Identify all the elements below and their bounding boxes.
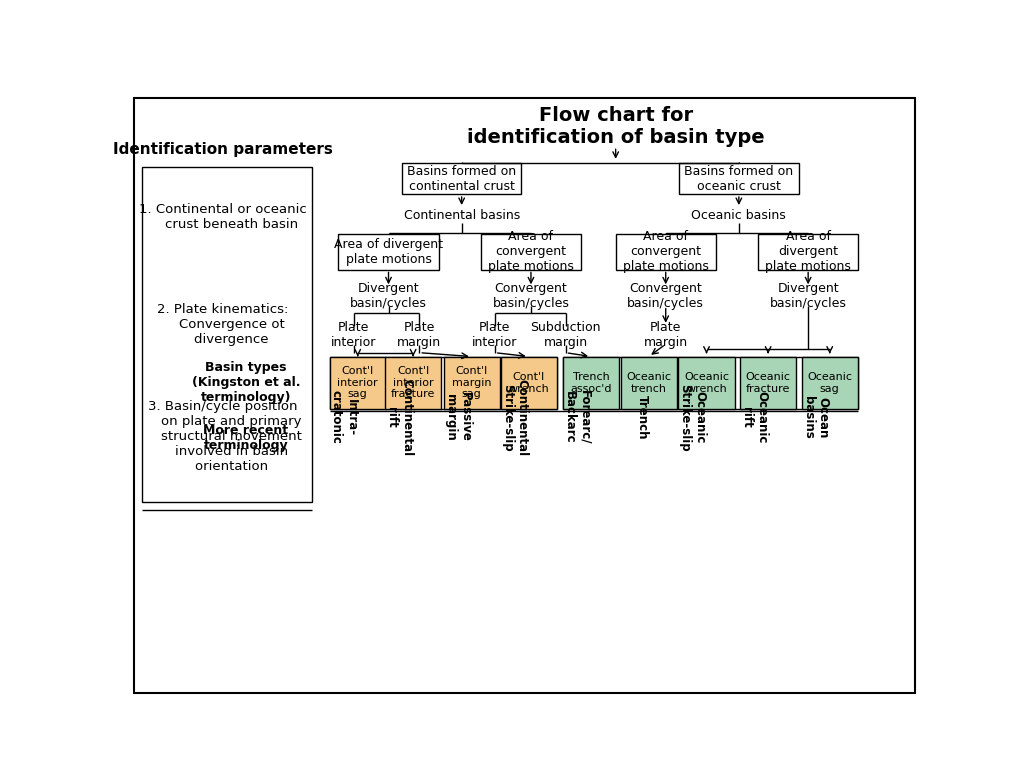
Text: Trench
assoc'd: Trench assoc'd: [570, 372, 611, 394]
Text: Oceanic
wrench: Oceanic wrench: [684, 372, 729, 394]
Bar: [615, 234, 716, 269]
Text: Area of
convergent
plate motions: Area of convergent plate motions: [488, 230, 573, 273]
Text: Ocean
basins: Ocean basins: [802, 396, 829, 438]
Text: Oceanic
trench: Oceanic trench: [627, 372, 672, 394]
Bar: [563, 356, 858, 409]
Text: Divergent
basin/cycles: Divergent basin/cycles: [770, 283, 847, 311]
Text: Oceanic
rift: Oceanic rift: [740, 392, 768, 443]
Bar: [481, 234, 581, 269]
Bar: [385, 356, 441, 409]
Text: Oceanic
Strike-slip: Oceanic Strike-slip: [679, 384, 707, 451]
Text: Basins formed on
continental crust: Basins formed on continental crust: [408, 164, 516, 193]
Bar: [142, 167, 311, 502]
Text: Identification parameters: Identification parameters: [113, 142, 333, 157]
Text: Area of
divergent
plate motions: Area of divergent plate motions: [765, 230, 851, 273]
Bar: [339, 234, 438, 269]
Bar: [679, 164, 799, 194]
Bar: [443, 356, 500, 409]
Text: Area of
convergent
plate motions: Area of convergent plate motions: [623, 230, 709, 273]
Text: Continental basins: Continental basins: [403, 209, 520, 222]
Bar: [758, 234, 858, 269]
Text: Oceanic
sag: Oceanic sag: [807, 372, 852, 394]
Text: More recent
terminology: More recent terminology: [204, 424, 289, 452]
Bar: [740, 356, 797, 409]
Bar: [563, 356, 620, 409]
Bar: [621, 356, 677, 409]
Bar: [402, 164, 521, 194]
Text: Basins formed on
oceanic crust: Basins formed on oceanic crust: [684, 164, 794, 193]
Text: Convergent
basin/cycles: Convergent basin/cycles: [628, 283, 705, 311]
Text: Continental
Strike-slip: Continental Strike-slip: [501, 379, 528, 456]
Text: Intra-
cratonic: Intra- cratonic: [330, 391, 357, 444]
Text: Flow chart for
identification of basin type: Flow chart for identification of basin t…: [467, 106, 765, 146]
Bar: [330, 356, 557, 409]
Text: Convergent
basin/cycles: Convergent basin/cycles: [493, 283, 569, 311]
Text: 1. Continental or oceanic
    crust beneath basin: 1. Continental or oceanic crust beneath …: [139, 203, 307, 231]
Bar: [501, 356, 557, 409]
Text: Basin types
(Kingston et al.
terminology): Basin types (Kingston et al. terminology…: [191, 361, 300, 404]
Text: Cont'l
wrench: Cont'l wrench: [508, 372, 549, 394]
Text: 2. Plate kinematics:
    Convergence ot
    divergence: 2. Plate kinematics: Convergence ot dive…: [158, 304, 289, 346]
Text: Plate
margin: Plate margin: [644, 321, 688, 349]
Text: Area of divergent
plate motions: Area of divergent plate motions: [334, 238, 443, 265]
Text: Continental
rift: Continental rift: [385, 379, 413, 456]
Bar: [679, 356, 734, 409]
Text: Plate
interior: Plate interior: [331, 321, 377, 349]
Text: Trench: Trench: [636, 395, 649, 439]
Text: Subduction
margin: Subduction margin: [530, 321, 601, 349]
Text: Forearc/
Backarc: Forearc/ Backarc: [563, 390, 591, 445]
Text: 3. Basin/cycle position
    on plate and primary
    structural movement
    inv: 3. Basin/cycle position on plate and pri…: [144, 400, 302, 473]
Text: Divergent
basin/cycles: Divergent basin/cycles: [350, 283, 427, 311]
Text: Cont'l
interior
fracture: Cont'l interior fracture: [391, 366, 435, 399]
Text: Oceanic
fracture: Oceanic fracture: [745, 372, 791, 394]
Text: Passive
margin: Passive margin: [443, 392, 472, 442]
Text: Cont'l
interior
sag: Cont'l interior sag: [337, 366, 378, 399]
Text: Plate
margin: Plate margin: [397, 321, 441, 349]
Text: Plate
interior: Plate interior: [472, 321, 517, 349]
Bar: [330, 356, 386, 409]
Bar: [802, 356, 858, 409]
Text: Oceanic basins: Oceanic basins: [691, 209, 786, 222]
Text: Cont'l
margin
sag: Cont'l margin sag: [452, 366, 492, 399]
